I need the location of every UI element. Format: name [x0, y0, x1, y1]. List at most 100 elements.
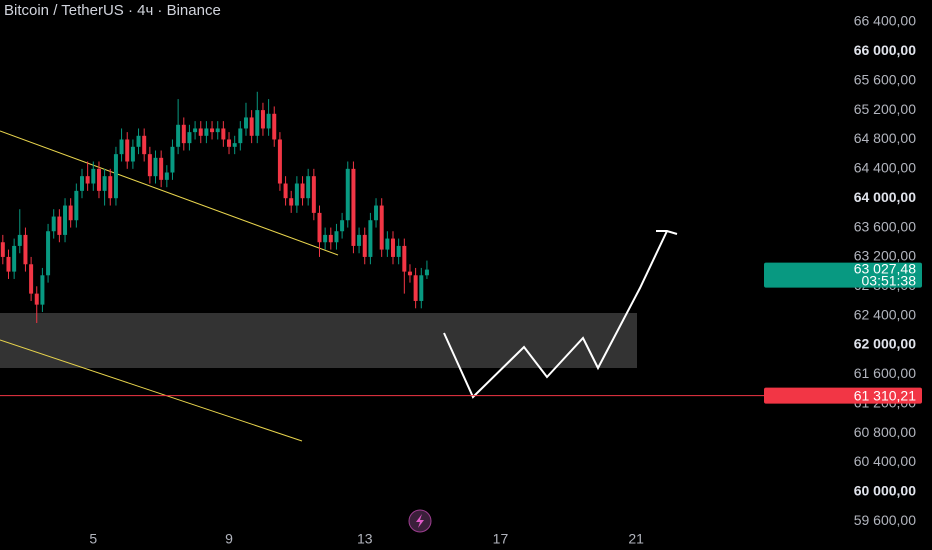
candle-body — [351, 168, 356, 246]
candle-body — [136, 135, 141, 147]
candle-body — [85, 176, 90, 184]
candle-body — [334, 231, 339, 243]
chart-title: Bitcoin / TetherUS · 4ч · Binance — [4, 2, 221, 19]
last-price-label: 63 027,48 — [854, 260, 916, 276]
y-tick-label: 63 600,00 — [854, 218, 916, 234]
candle-body — [340, 220, 345, 232]
candle-body — [159, 157, 164, 180]
candle-body — [243, 117, 248, 129]
candle-body — [6, 256, 11, 272]
y-tick-label: 61 600,00 — [854, 365, 916, 381]
candle-body — [142, 135, 147, 155]
candle-body — [306, 176, 311, 199]
candle-body — [368, 220, 373, 257]
candle-body — [193, 128, 198, 133]
candle-body — [407, 271, 412, 276]
candle-body — [328, 234, 333, 243]
candle-body — [396, 245, 401, 257]
candle-body — [289, 198, 294, 206]
candle-body — [29, 264, 34, 294]
y-tick-label: 60 800,00 — [854, 424, 916, 440]
y-tick-label: 66 400,00 — [854, 13, 916, 29]
y-tick-label: 64 000,00 — [854, 189, 916, 205]
candle-body — [0, 242, 5, 257]
y-tick-label: 64 400,00 — [854, 160, 916, 176]
y-tick-label: 65 600,00 — [854, 71, 916, 87]
y-tick-label: 62 400,00 — [854, 306, 916, 322]
event-icon-bolt — [416, 514, 424, 528]
candle-body — [68, 205, 73, 221]
countdown: 03:51:38 — [862, 272, 917, 288]
candle-body — [294, 183, 299, 206]
y-tick-label: 60 000,00 — [854, 483, 916, 499]
candle-body — [272, 113, 277, 140]
candle-body — [119, 139, 124, 155]
y-tick-label: 64 800,00 — [854, 130, 916, 146]
plot — [0, 91, 429, 323]
candle-body — [153, 157, 158, 177]
x-tick-label: 9 — [225, 531, 233, 547]
y-tick-label: 66 000,00 — [854, 42, 916, 58]
candle-body — [91, 168, 96, 184]
zone — [0, 313, 637, 368]
candle-body — [147, 154, 152, 177]
x-tick-label: 17 — [493, 531, 509, 547]
candle-body — [17, 234, 22, 246]
candle-body — [46, 231, 51, 276]
candle-body — [424, 269, 429, 276]
candle-body — [74, 190, 79, 221]
projection-path — [443, 230, 668, 399]
candle-body — [317, 212, 322, 243]
trend-line — [0, 130, 339, 256]
y-tick-label: 62 000,00 — [854, 336, 916, 352]
candle-body — [130, 146, 135, 162]
candle-body — [170, 146, 175, 173]
candle-body — [232, 143, 237, 147]
candle-body — [176, 124, 181, 147]
candle-body — [277, 139, 282, 184]
candle-body — [255, 110, 260, 136]
last-price-box — [764, 262, 922, 288]
candle-body — [413, 275, 418, 301]
candle-body — [57, 216, 62, 235]
candle-body — [300, 183, 305, 199]
candle-body — [357, 234, 362, 246]
candle-body — [323, 234, 328, 243]
candle-body — [266, 113, 271, 129]
candle-body — [125, 139, 130, 162]
candle-body — [23, 234, 28, 265]
y-tick-label: 63 200,00 — [854, 248, 916, 264]
candle-body — [402, 245, 407, 272]
candle-body — [187, 132, 192, 144]
candle-body — [63, 205, 68, 235]
alert-label-box — [764, 387, 922, 404]
candle-body — [181, 124, 186, 144]
candle-body — [362, 234, 367, 257]
candle-body — [40, 275, 45, 305]
candle-body — [283, 183, 288, 199]
candle-body — [34, 293, 39, 305]
candle-body — [311, 176, 316, 213]
y-tick-label: 59 600,00 — [854, 512, 916, 528]
candle-body — [379, 205, 384, 250]
candle-body — [238, 128, 243, 144]
candle-body — [215, 128, 220, 133]
projection-arrow — [656, 230, 678, 235]
candle-body — [210, 128, 215, 133]
candle-body — [419, 275, 424, 301]
candle-body — [96, 168, 101, 191]
candle-body — [374, 205, 379, 221]
x-tick-label: 21 — [628, 531, 644, 547]
candle-body — [260, 110, 265, 129]
candle-body — [80, 176, 85, 191]
candle-body — [385, 238, 390, 250]
candle-body — [204, 128, 209, 136]
candle-body — [227, 139, 232, 147]
candle-body — [221, 128, 226, 140]
candle-body — [108, 176, 113, 199]
y-tick-label: 65 200,00 — [854, 101, 916, 117]
candle-body — [51, 216, 56, 232]
candle-body — [12, 245, 17, 272]
